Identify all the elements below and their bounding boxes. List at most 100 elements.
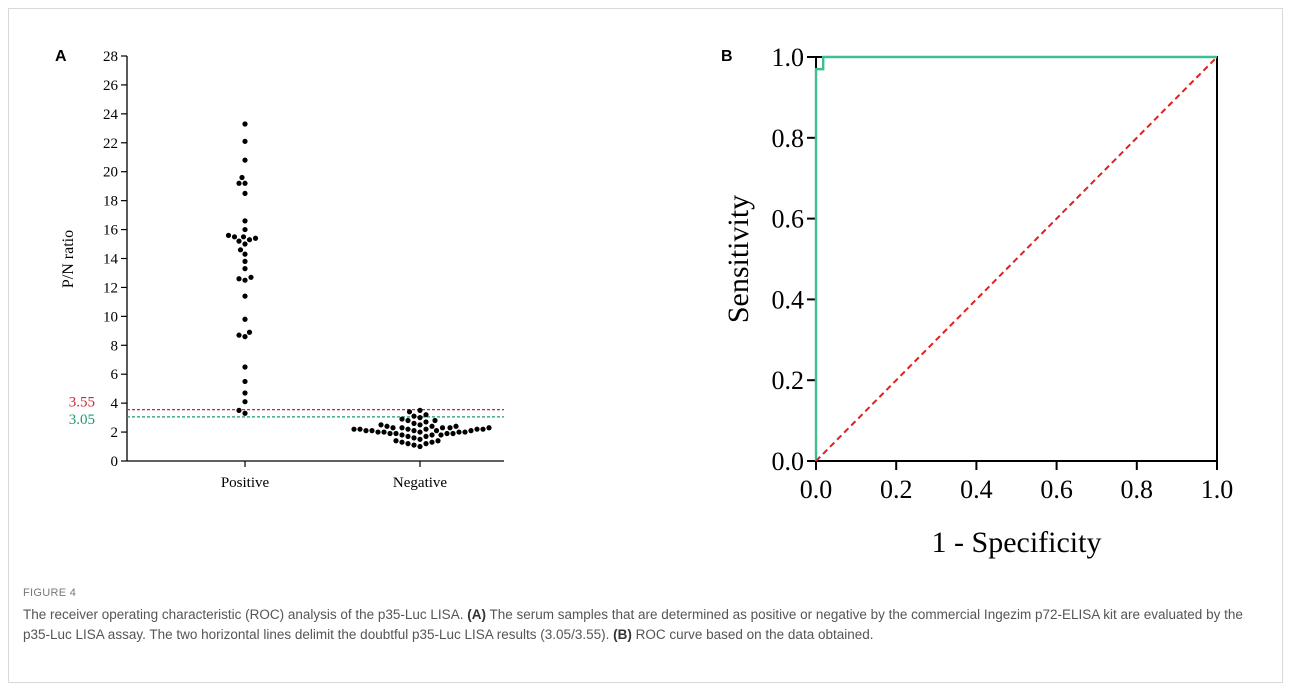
data-point-negative [381,429,387,435]
data-point-negative [462,429,468,435]
data-point-negative [411,413,417,419]
y-tick-label: 1.0 [772,43,805,72]
data-point-negative [406,409,413,415]
data-point-negative [411,442,417,448]
data-point-negative [423,412,429,418]
data-point-negative [387,430,393,437]
data-point-negative [438,432,444,438]
data-point-positive [236,332,242,338]
y-tick-label: 18 [103,194,118,210]
panel-b-x-axis-title: 1 - Specificity [932,526,1102,559]
caption-panel-ref: (A) [467,607,486,622]
data-point-negative [405,433,411,440]
x-tick-label: 0.0 [800,475,833,504]
caption-text: The receiver operating characteristic (R… [23,607,468,622]
data-point-positive [231,234,238,240]
y-tick-label: 0.2 [772,366,805,395]
data-point-negative [447,425,453,431]
data-point-negative [423,441,429,447]
data-point-negative [429,432,435,438]
panel-a-y-axis-title: P/N ratio [60,230,77,288]
y-tick-label: 26 [103,78,119,94]
data-point-negative [423,419,429,425]
data-point-negative [417,422,423,428]
x-tick-label: 0.8 [1121,475,1154,504]
data-point-negative [399,439,405,445]
figure-label: FIGURE 4 [23,587,77,599]
data-point-negative [450,430,456,437]
data-point-positive [237,247,244,253]
data-point-negative [432,417,438,424]
data-point-negative [417,436,423,442]
data-point-positive [225,232,232,238]
y-tick-label: 22 [103,136,118,152]
data-point-negative [444,430,450,437]
data-point-positive [242,293,248,299]
y-tick-label: 0.8 [772,124,805,153]
data-point-positive [242,241,248,247]
data-point-positive [242,410,248,416]
data-point-negative [411,435,417,441]
panel-b-chart: B 0.0 0.2 0.4 0.6 0.8 1.0 0.0 0.2 0.4 0.6 0.8 1.0 1 -… [721,43,1233,559]
data-point-negative [486,425,492,431]
caption-text: ROC curve based on the data obtained. [631,627,874,642]
data-point-negative [405,441,411,447]
data-point-positive [236,180,242,186]
data-point-positive [236,238,242,244]
x-tick-label-negative: Negative [393,475,447,491]
data-point-negative [480,426,486,432]
panel-b-y-axis-title: Sensitivity [722,195,755,323]
y-tick-label: 14 [103,252,119,268]
data-point-negative [453,423,459,429]
data-point-positive [242,399,248,405]
y-tick-label: 20 [103,165,118,181]
caption-text: The serum samples that are determined as… [23,607,1243,642]
y-tick-label: 24 [103,107,119,123]
data-point-positive [242,364,248,370]
x-tick-label: 0.2 [880,475,913,504]
data-point-positive [242,266,248,272]
data-point-negative [433,428,440,434]
x-tick-label: 0.4 [960,475,993,504]
data-point-negative [399,425,405,431]
y-tick-label: 16 [103,223,119,239]
data-point-negative [351,426,357,432]
panel-a-label: A [55,48,67,65]
roc-curve-line [814,55,1217,461]
figure-caption: The receiver operating characteristic (R… [23,605,1253,645]
data-point-negative [429,439,435,445]
figure-panel: A 0 2 4 6 8 10 12 14 16 18 20 22 24 26 28 Positive Negati… [8,8,1283,683]
data-point-positive [242,390,248,396]
data-point-positive [252,235,259,241]
cutoff-label-3.55: 3.55 [69,395,95,411]
reference-diagonal-line [815,56,1218,462]
cutoff-label-3.05: 3.05 [69,412,95,428]
data-point-negative [393,430,399,437]
data-point-positive [240,234,247,240]
data-point-positive [242,334,248,340]
data-point-positive [236,276,242,282]
data-point-negative [456,429,462,435]
data-point-negative [423,426,429,432]
data-point-positive [246,329,253,335]
data-point-positive [242,258,248,264]
data-point-negative [384,423,390,429]
y-tick-label: 4 [111,396,119,412]
y-tick-label: 10 [103,309,118,325]
data-point-negative [417,415,423,421]
y-tick-label: 28 [103,49,118,65]
panel-b-label: B [721,48,733,65]
data-point-negative [390,425,396,431]
data-point-positive [242,180,248,186]
data-point-positive [242,226,248,233]
data-point-positive [242,277,248,283]
data-point-positive [242,157,248,163]
data-point-negative [417,407,423,413]
data-point-negative [439,425,446,431]
data-point-negative [411,420,417,426]
x-tick-label-positive: Positive [221,475,270,491]
data-point-negative [417,443,423,450]
y-tick-label: 8 [111,338,119,354]
data-point-positive [242,121,248,127]
